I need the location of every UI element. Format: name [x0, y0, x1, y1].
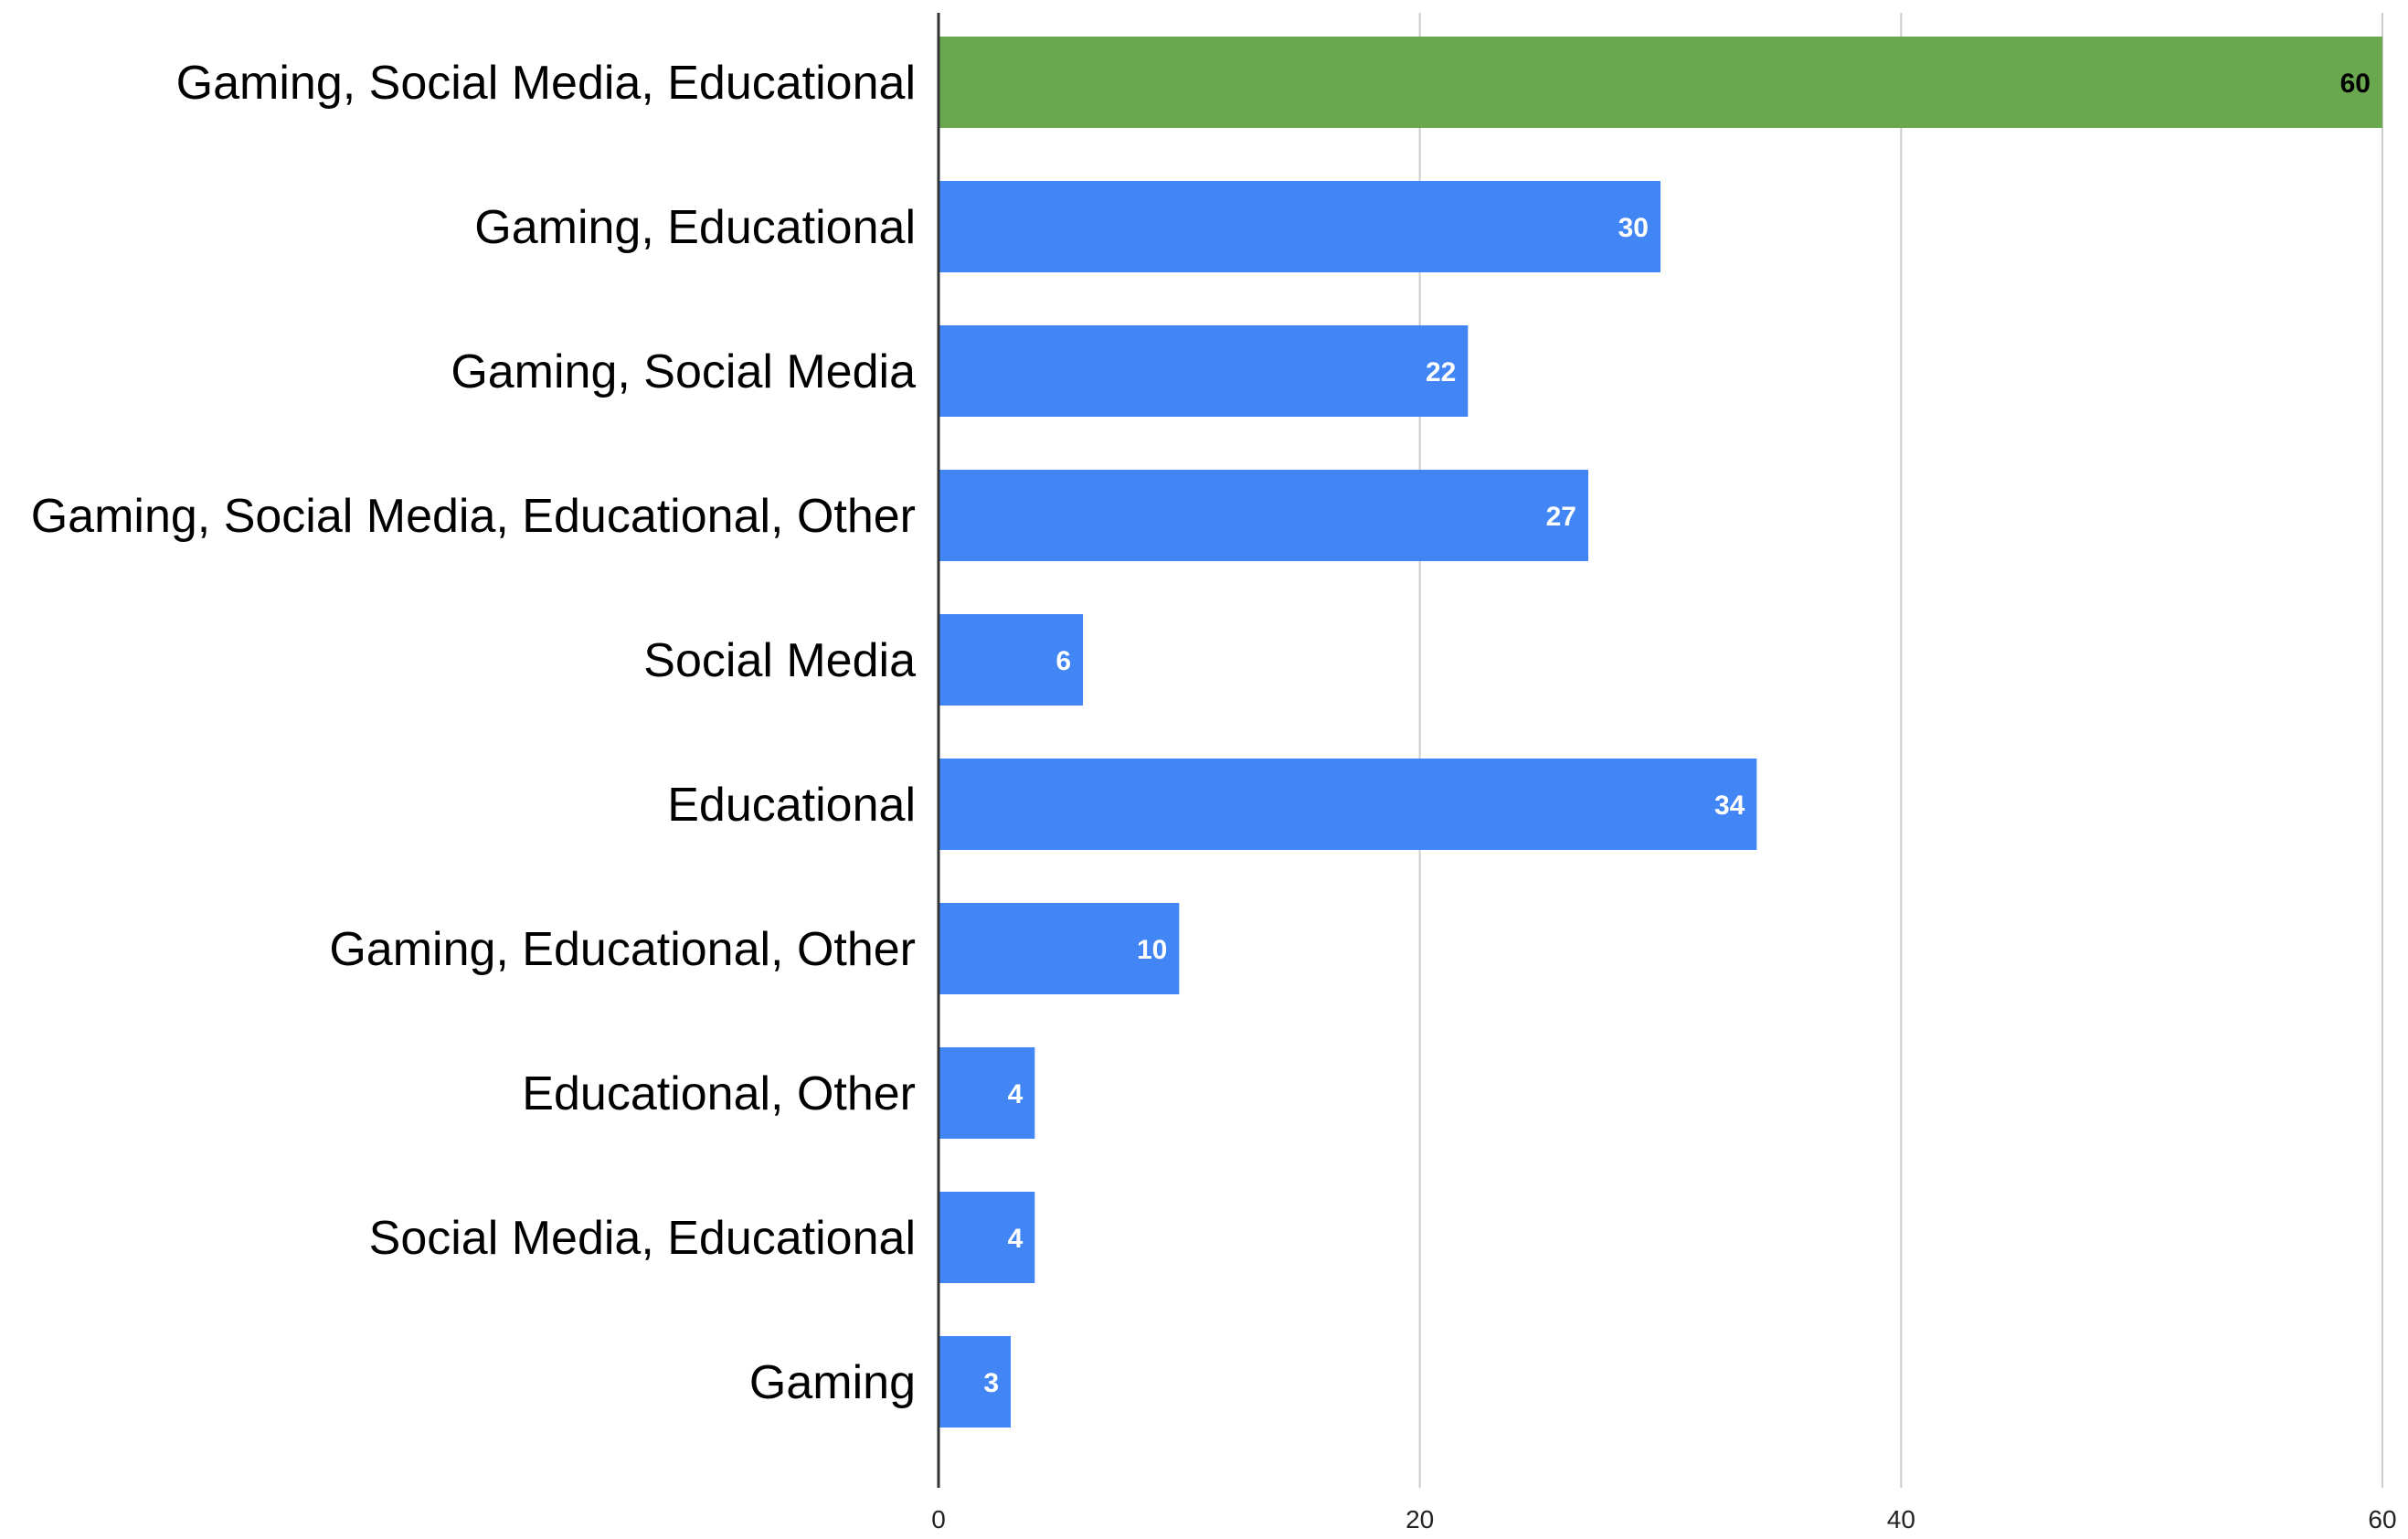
x-tick-label: 60	[2368, 1505, 2396, 1534]
bar	[939, 1047, 1035, 1139]
x-tick-label: 20	[1406, 1505, 1434, 1534]
category-label: Educational	[667, 779, 916, 832]
category-label: Educational, Other	[522, 1067, 916, 1120]
bar	[939, 181, 1660, 272]
data-label: 3	[983, 1368, 999, 1398]
category-label: Gaming, Educational	[474, 201, 916, 254]
data-label: 10	[1137, 935, 1167, 965]
labels: 0 20 40 60 Gaming, Social Media, Educational…	[31, 57, 2397, 1534]
data-label: 4	[1008, 1224, 1024, 1254]
bars	[939, 37, 2382, 1428]
bar	[939, 1192, 1035, 1283]
category-label: Gaming, Social Media	[451, 345, 916, 398]
bar	[939, 37, 2382, 128]
bar	[939, 1336, 1011, 1428]
data-label: 22	[1426, 357, 1456, 387]
bar	[939, 325, 1469, 417]
bar	[939, 614, 1083, 706]
bar	[939, 903, 1180, 994]
data-label: 30	[1618, 213, 1649, 243]
category-label: Gaming	[749, 1356, 916, 1409]
bar	[939, 470, 1588, 561]
x-tick-label: 40	[1887, 1505, 1915, 1534]
category-label: Gaming, Educational, Other	[329, 923, 916, 976]
category-label: Gaming, Social Media, Educational	[176, 57, 916, 110]
data-label: 27	[1546, 502, 1576, 532]
bar	[939, 759, 1757, 850]
data-label: 60	[2340, 69, 2371, 99]
category-label: Gaming, Social Media, Educational, Other	[31, 490, 916, 543]
data-label: 34	[1714, 791, 1745, 821]
x-tick-label: 0	[931, 1505, 946, 1534]
category-label: Social Media	[643, 634, 916, 687]
category-label: Social Media, Educational	[369, 1212, 916, 1265]
data-label: 4	[1008, 1079, 1024, 1109]
data-label: 6	[1055, 646, 1071, 676]
